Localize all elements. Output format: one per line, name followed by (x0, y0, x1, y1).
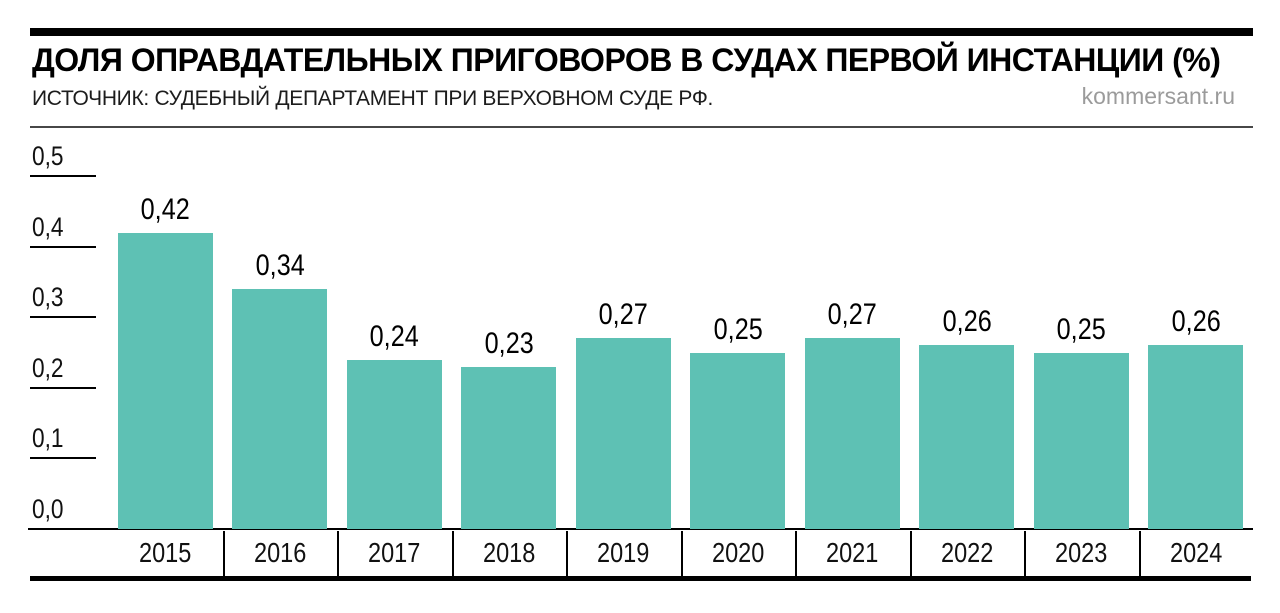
y-tick-line (30, 386, 96, 389)
x-separator (795, 531, 797, 576)
bar (690, 352, 786, 529)
bar-value-text: 0,23 (484, 326, 534, 360)
bar (461, 366, 557, 529)
bar-value-label: 0,25 (681, 313, 796, 347)
y-tick-value: 0,4 (32, 211, 64, 242)
x-axis-label: 2019 (566, 537, 681, 569)
bar (117, 232, 213, 529)
x-axis-label-text: 2024 (1169, 537, 1222, 568)
x-axis-label: 2015 (108, 537, 223, 569)
x-separator (1138, 531, 1141, 576)
bar (232, 289, 328, 529)
bar-value-label: 0,34 (223, 249, 338, 283)
x-axis-label-text: 2022 (940, 537, 993, 568)
y-tick-value: 0,2 (32, 352, 64, 383)
x-axis-label: 2017 (337, 537, 452, 569)
y-tick-value: 0,3 (32, 282, 64, 313)
x-axis-label: 2020 (681, 537, 796, 569)
bar-value-label: 0,26 (910, 305, 1025, 339)
x-axis-label-text: 2015 (139, 537, 192, 568)
bar-value-label: 0,24 (337, 320, 452, 354)
x-axis-label: 2021 (795, 537, 910, 569)
brand-watermark: kommersant.ru (1081, 83, 1235, 109)
x-axis-label: 2018 (452, 537, 567, 569)
y-tick-line (30, 245, 96, 248)
bottom-rule (30, 576, 1251, 581)
bar-value-text: 0,26 (942, 305, 992, 339)
bar (1148, 345, 1244, 529)
x-axis-label: 2022 (910, 537, 1025, 569)
y-tick-label: 0,5 (32, 141, 70, 172)
bar (804, 338, 900, 529)
bar-value-label: 0,25 (1024, 313, 1139, 347)
top-accent-bar (30, 28, 1253, 36)
bar-value-label: 0,27 (566, 298, 681, 332)
x-axis-label-text: 2019 (597, 537, 650, 568)
bar-value-text: 0,24 (369, 319, 419, 353)
x-separator (1024, 531, 1026, 576)
y-tick-label: 0,0 (32, 494, 70, 525)
header-divider (30, 126, 1253, 128)
y-tick-label: 0,4 (32, 212, 70, 243)
bar (575, 338, 671, 529)
bar-value-text: 0,25 (1056, 312, 1106, 346)
x-separator (566, 531, 568, 576)
y-tick-value: 0,0 (32, 494, 64, 524)
x-axis-label: 2016 (223, 537, 338, 569)
x-axis-label-text: 2018 (482, 537, 535, 568)
x-separator (680, 531, 683, 576)
bar (346, 359, 442, 529)
bar-value-text: 0,34 (255, 249, 305, 282)
x-axis-baseline (28, 528, 1253, 530)
bar (1033, 352, 1129, 529)
y-tick-label: 0,2 (32, 353, 70, 384)
y-tick-line (30, 457, 96, 460)
y-tick-line (30, 316, 96, 319)
y-tick-label: 0,3 (32, 282, 70, 313)
bar-value-text: 0,27 (598, 298, 648, 332)
x-separator (909, 531, 912, 576)
x-axis-label-text: 2020 (711, 537, 764, 568)
bar-value-label: 0,42 (108, 193, 223, 227)
x-axis-label-text: 2021 (826, 537, 879, 568)
x-axis-label: 2023 (1024, 537, 1139, 569)
bar-value-text: 0,27 (827, 298, 877, 332)
y-tick-value: 0,5 (32, 141, 64, 171)
x-axis-label: 2024 (1139, 537, 1254, 569)
bar-value-text: 0,25 (713, 312, 763, 346)
x-separator (222, 531, 225, 576)
bar-value-text: 0,42 (140, 192, 190, 226)
y-tick-value: 0,1 (32, 423, 64, 454)
x-separator (337, 531, 339, 576)
bar-value-text: 0,26 (1171, 305, 1221, 339)
x-separator (451, 531, 454, 576)
bar-value-label: 0,27 (795, 298, 910, 332)
x-axis-label-text: 2016 (253, 537, 306, 568)
chart-title: ДОЛЯ ОПРАВДАТЕЛЬНЫХ ПРИГОВОРОВ В СУДАХ П… (32, 42, 1221, 78)
source-label: ИСТОЧНИК: СУДЕБНЫЙ ДЕПАРТАМЕНТ ПРИ ВЕРХО… (32, 87, 714, 110)
x-axis-label-text: 2017 (368, 537, 421, 568)
bar-value-label: 0,26 (1139, 305, 1254, 339)
y-tick-label: 0,1 (32, 423, 70, 454)
y-tick-line (30, 175, 96, 177)
x-axis-label-text: 2023 (1055, 537, 1108, 568)
bar-value-label: 0,23 (452, 327, 567, 361)
bar (919, 345, 1015, 529)
